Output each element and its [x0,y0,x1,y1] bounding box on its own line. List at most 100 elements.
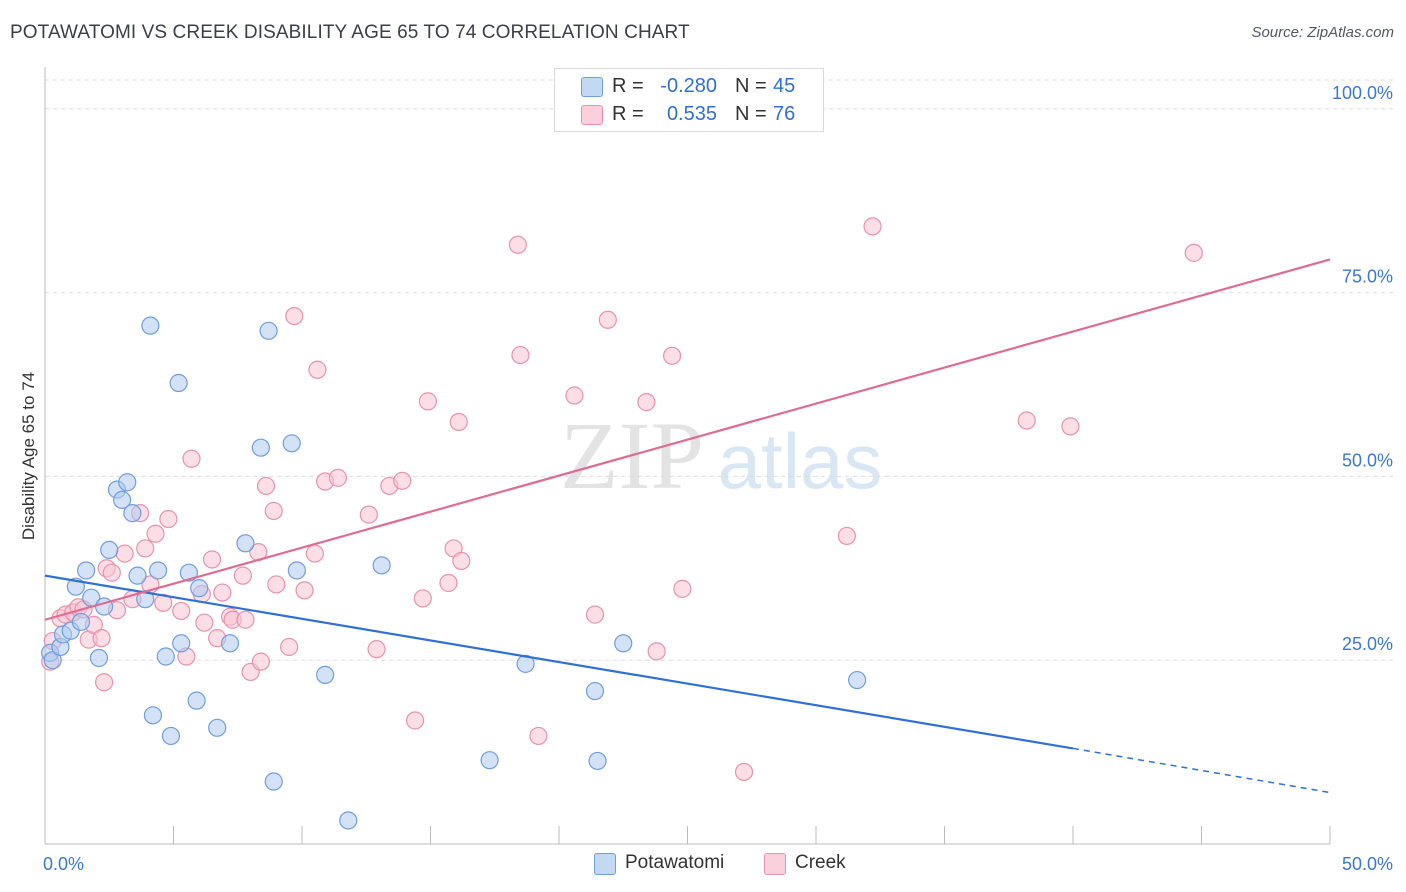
creek-point [837,526,856,546]
potawatomi-point [208,718,227,737]
y-tick-label: 25.0% [1342,634,1393,654]
potawatomi-swatch [594,853,616,875]
y-tick-label: 100.0% [1332,83,1393,103]
y-tick-label: 75.0% [1342,267,1393,287]
creek-point [328,468,348,487]
potawatomi-point [316,665,335,684]
creek-point [529,726,548,746]
potawatomi-point [77,561,96,580]
stats-row-potawatomi: R = -0.280 N = 45 [555,72,823,100]
potawatomi-point [287,561,306,580]
potawatomi-point [128,566,147,585]
watermark-atlas: atlas [718,417,883,505]
r-value: -0.280 [660,75,717,97]
creek-point [256,476,276,496]
watermark-layer: ZIP atlas [560,402,882,509]
potawatomi-point [141,316,160,335]
n-label: N = [735,75,767,97]
potawatomi-point [588,751,607,771]
creek-point [1017,411,1036,430]
creek-point [285,306,304,326]
potawatomi-point [236,534,255,553]
potawatomi-point [179,563,199,582]
creek-point [102,563,121,582]
creek-point [1061,417,1080,436]
potawatomi-point [585,681,605,701]
potawatomi-trend-line [44,574,1074,750]
creek-swatch [764,853,786,875]
potawatomi-point [251,438,270,457]
creek-point [295,581,314,600]
y-axis-title: Disability Age 65 to 74 [19,372,38,540]
trend-layer [44,258,1331,794]
creek-point [115,544,134,563]
source-credit: Source: ZipAtlas.com [1251,24,1394,41]
creek-point [267,575,286,594]
creek-point [202,550,222,569]
creek-point [359,505,378,524]
creek-point [92,629,111,648]
potawatomi-point [100,540,119,560]
r-label: R = [612,75,644,97]
potawatomi-point [89,648,109,668]
creek-point [1184,243,1203,262]
x-tick-label: 0.0% [43,854,84,874]
potawatomi-point [169,373,188,393]
potawatomi-point [123,504,142,523]
potawatomi-point [372,556,391,575]
creek-point [308,360,327,379]
potawatomi-point [143,706,163,725]
creek-point [159,509,178,529]
r-value: 0.535 [666,103,717,125]
creek-point [264,501,283,521]
potawatomi-point [71,612,91,632]
potawatomi-point [220,634,240,653]
potawatomi-point [172,634,191,653]
potawatomi-point [112,490,132,510]
potawatomi-point [282,434,301,453]
creek-point [452,551,471,571]
creek-point [95,673,114,692]
creek-point [647,642,666,661]
creek-point [662,346,682,365]
axis-layer [44,67,1331,845]
creek-point [233,566,252,585]
creek-point [508,235,527,254]
creek-point [305,544,324,563]
potawatomi-point [264,772,283,791]
potawatomi-point [148,561,168,580]
creek-point [863,217,882,236]
creek-point [565,386,584,405]
x-tick-label: 50.0% [1342,854,1393,874]
creek-trend-line [44,258,1331,621]
creek-point [146,524,165,543]
potawatomi-trend-extension [1072,747,1331,794]
creek-point [213,583,232,602]
n-label: N = [735,103,767,125]
potawatomi-point [480,751,499,770]
potawatomi-point [190,579,209,598]
n-value: 76 [773,103,796,125]
creek-point [136,539,155,558]
n-value: 45 [773,75,796,97]
creek-point [393,471,412,490]
creek-point [236,610,255,629]
creek-swatch [581,105,603,125]
points-layer [41,98,1203,830]
creek-point [172,601,191,621]
creek-point [280,637,299,657]
legend-label: Creek [795,852,846,873]
potawatomi-point [156,647,175,666]
chart-title: POTAWATOMI VS CREEK DISABILITY AGE 65 TO… [10,22,690,43]
creek-point [154,593,173,612]
potawatomi-point [187,691,206,710]
creek-point [405,711,425,730]
creek-point [251,652,270,671]
stats-legend: R = -0.280 N = 45 R = 0.535 N = 76 [554,68,824,132]
potawatomi-point [848,670,867,690]
potawatomi-point [118,473,137,492]
ticklabel-layer: 25.0% 50.0% 75.0% 100.0% 0.0% 50.0% [43,83,1393,874]
legend-label: Potawatomi [625,852,725,873]
creek-point [418,392,438,411]
creek-point [413,589,432,608]
